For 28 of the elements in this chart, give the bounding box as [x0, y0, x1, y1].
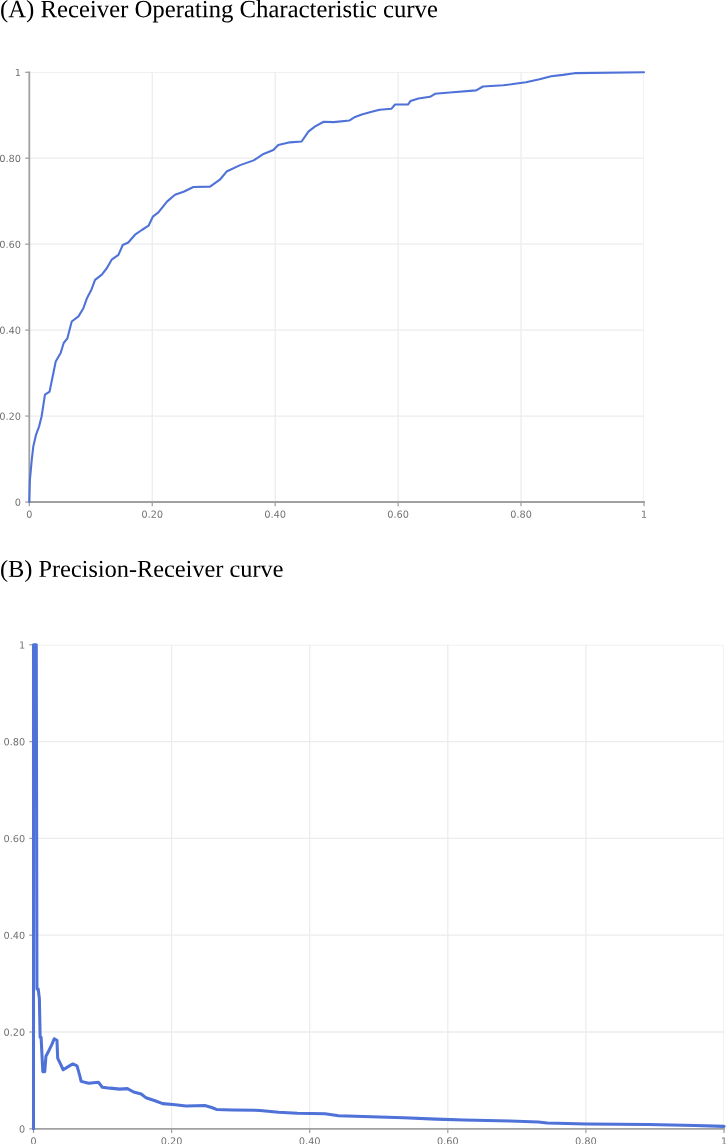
- x-tick-label: 0.40: [265, 510, 286, 518]
- y-tick-label: 1: [15, 68, 21, 76]
- y-tick-label: 0.20: [4, 1028, 25, 1036]
- x-tick-label: 0.60: [437, 1137, 458, 1144]
- y-tick-label: 0.80: [0, 154, 21, 163]
- y-tick-label: 0.40: [0, 326, 21, 334]
- y-tick-label: 0: [19, 1125, 25, 1133]
- y-tick-label: 0.40: [4, 931, 25, 940]
- y-tick-label: 0: [15, 498, 21, 506]
- x-tick-label: 0.60: [387, 510, 409, 518]
- y-tick-label: 1: [20, 641, 25, 649]
- x-tick-label: 0.80: [575, 1137, 597, 1144]
- x-tick-label: 0: [26, 510, 32, 518]
- chart-title: (B) Precision-Receiver curve: [1, 560, 283, 583]
- x-tick-label: 0.20: [142, 510, 163, 518]
- x-tick-label: 0.40: [299, 1137, 320, 1144]
- y-tick-label: 0.60: [0, 240, 21, 249]
- line-series: [31, 643, 726, 1131]
- y-tick-label: 0.80: [4, 738, 25, 746]
- x-tick-label: 1: [641, 510, 647, 518]
- x-tick-label: 0.80: [510, 510, 532, 518]
- x-tick-label: 1: [721, 1137, 727, 1144]
- y-tick-label: 0.20: [0, 412, 21, 420]
- chart-title: (A) Receiver Operating Characteristic curve: [1, 0, 438, 23]
- x-tick-label: 0: [31, 1137, 36, 1144]
- y-tick-label: 0.60: [4, 834, 25, 843]
- line-series: [28, 71, 646, 504]
- x-tick-label: 0.20: [161, 1137, 182, 1144]
